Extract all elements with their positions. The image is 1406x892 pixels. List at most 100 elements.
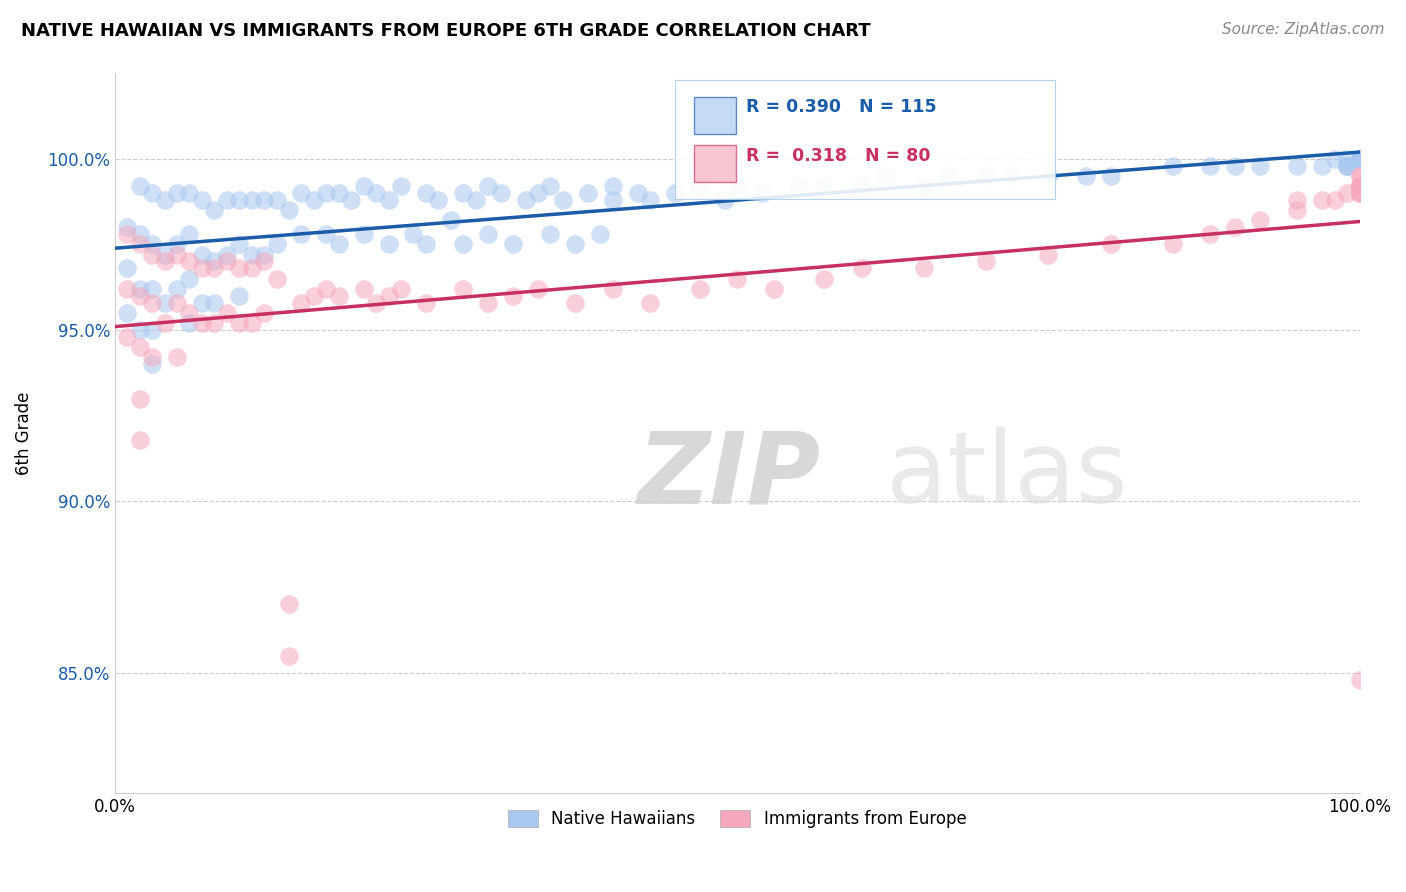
Point — [664, 186, 686, 200]
Point — [128, 392, 150, 406]
Point — [602, 179, 624, 194]
Point — [328, 186, 350, 200]
Point — [415, 186, 437, 200]
Point — [453, 282, 475, 296]
Point — [1161, 237, 1184, 252]
Point — [453, 237, 475, 252]
Point — [1286, 202, 1309, 217]
Point — [1199, 159, 1222, 173]
Point — [353, 282, 375, 296]
Point — [115, 261, 138, 276]
Point — [153, 295, 176, 310]
Point — [253, 306, 276, 320]
Point — [191, 193, 214, 207]
Point — [128, 433, 150, 447]
Point — [415, 237, 437, 252]
Point — [538, 227, 561, 241]
Point — [453, 186, 475, 200]
Point — [128, 289, 150, 303]
Point — [1099, 169, 1122, 183]
Point — [974, 169, 997, 183]
Point — [228, 316, 250, 330]
Point — [377, 237, 399, 252]
Point — [253, 247, 276, 261]
Point — [1223, 159, 1246, 173]
Point — [1223, 220, 1246, 235]
Point — [638, 193, 661, 207]
Point — [1348, 673, 1371, 687]
Point — [128, 282, 150, 296]
FancyBboxPatch shape — [693, 96, 735, 134]
Point — [253, 193, 276, 207]
Point — [141, 295, 163, 310]
Point — [1199, 227, 1222, 241]
Point — [938, 169, 960, 183]
Point — [912, 261, 935, 276]
Point — [1348, 152, 1371, 166]
Legend: Native Hawaiians, Immigrants from Europe: Native Hawaiians, Immigrants from Europe — [501, 803, 973, 835]
Point — [141, 351, 163, 365]
Point — [1348, 179, 1371, 194]
Point — [477, 295, 499, 310]
Point — [527, 282, 550, 296]
Point — [141, 282, 163, 296]
Point — [1286, 159, 1309, 173]
Point — [128, 237, 150, 252]
FancyBboxPatch shape — [693, 145, 735, 182]
Point — [402, 227, 425, 241]
Point — [1336, 186, 1358, 200]
Point — [713, 193, 735, 207]
Point — [638, 295, 661, 310]
Point — [128, 179, 150, 194]
Point — [515, 193, 537, 207]
Point — [1099, 237, 1122, 252]
Point — [689, 282, 711, 296]
Point — [751, 186, 773, 200]
Point — [1348, 179, 1371, 194]
Point — [179, 316, 201, 330]
Point — [191, 316, 214, 330]
Point — [851, 261, 873, 276]
Point — [328, 237, 350, 252]
Point — [1348, 186, 1371, 200]
Point — [266, 237, 288, 252]
Point — [179, 254, 201, 268]
Point — [302, 193, 325, 207]
Point — [477, 179, 499, 194]
Point — [166, 282, 188, 296]
Point — [115, 330, 138, 344]
Point — [1348, 152, 1371, 166]
Point — [1336, 152, 1358, 166]
Point — [153, 316, 176, 330]
Point — [179, 186, 201, 200]
Point — [1038, 247, 1060, 261]
Point — [240, 316, 263, 330]
Point — [153, 247, 176, 261]
Point — [191, 295, 214, 310]
Point — [302, 289, 325, 303]
Point — [191, 247, 214, 261]
Point — [1348, 152, 1371, 166]
Point — [340, 193, 363, 207]
Point — [166, 237, 188, 252]
Point — [1038, 169, 1060, 183]
Point — [1348, 152, 1371, 166]
Point — [1336, 159, 1358, 173]
Point — [502, 289, 524, 303]
Point — [315, 227, 337, 241]
Point — [366, 295, 388, 310]
Point — [166, 295, 188, 310]
Point — [538, 179, 561, 194]
Point — [1348, 152, 1371, 166]
Point — [576, 186, 599, 200]
Point — [789, 179, 811, 194]
Point — [763, 282, 786, 296]
Point — [228, 289, 250, 303]
Point — [179, 227, 201, 241]
Point — [377, 193, 399, 207]
Point — [1348, 179, 1371, 194]
Point — [589, 227, 612, 241]
Point — [141, 323, 163, 337]
Point — [290, 295, 312, 310]
Point — [1348, 169, 1371, 183]
